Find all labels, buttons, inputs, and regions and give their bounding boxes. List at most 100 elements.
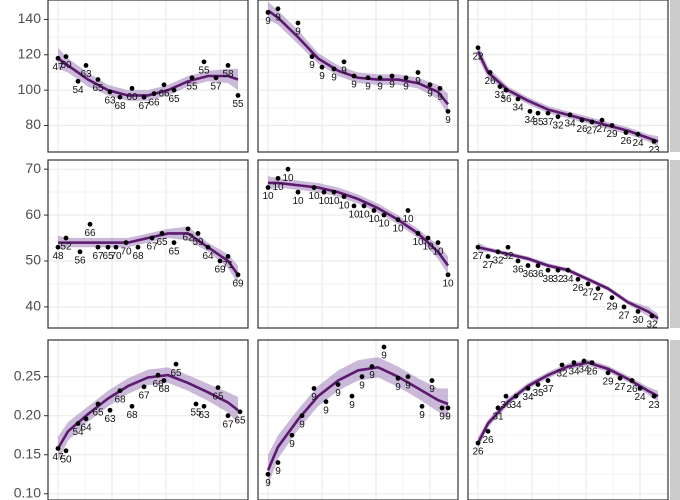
point-label: 47 (52, 62, 64, 73)
point-label: 29 (602, 376, 614, 387)
point-label: 9 (395, 382, 401, 393)
point (265, 471, 271, 477)
point-label: 37 (542, 384, 554, 395)
point-label: 24 (634, 392, 646, 403)
point (525, 263, 531, 268)
point (629, 378, 635, 383)
point (159, 231, 165, 236)
point (311, 185, 317, 190)
point-label: 9 (381, 351, 387, 362)
point-label: 27 (614, 382, 626, 393)
point-label: 48 (52, 251, 64, 262)
point-label: 66 (148, 97, 160, 108)
y-tick-label: 0.15 (14, 445, 41, 461)
point (555, 114, 561, 120)
point-label: 58 (222, 69, 234, 80)
point (581, 358, 587, 364)
point-label: 66 (152, 379, 164, 390)
point-label: 29 (606, 301, 618, 312)
point (55, 244, 61, 250)
point (535, 382, 541, 387)
point (149, 235, 155, 241)
point-label: 34 (562, 274, 574, 285)
panel-border (467, 0, 669, 153)
point (445, 272, 451, 278)
point-label: 9 (405, 380, 411, 391)
point (503, 87, 509, 93)
point (381, 344, 387, 350)
smooth-line (476, 361, 659, 444)
point (609, 295, 615, 301)
point-label: 22 (472, 51, 484, 62)
panel-border (257, 0, 459, 153)
point-label: 57 (210, 81, 222, 92)
point-label: 60 (126, 92, 138, 103)
point-label: 69 (232, 278, 244, 289)
point-label: 32 (552, 120, 564, 131)
point-label: 32 (492, 255, 504, 266)
point (63, 235, 69, 241)
point (321, 189, 327, 195)
point-label: 10 (338, 200, 350, 211)
point (545, 267, 551, 273)
point-label: 9 (319, 71, 325, 82)
point (475, 244, 481, 250)
point-label: 27 (618, 311, 630, 322)
point (637, 385, 643, 391)
point-label: 9 (275, 466, 281, 477)
point-label: 10 (392, 223, 404, 234)
y-tick-label: 140 (18, 10, 42, 26)
point (77, 249, 83, 255)
point (371, 208, 377, 213)
point (571, 360, 577, 366)
facet-strip (670, 160, 680, 328)
y-tick-label: 80 (25, 116, 41, 132)
point (651, 138, 657, 144)
point-label: 63 (198, 410, 210, 421)
point-label: 9 (341, 66, 347, 77)
point-label: 64 (202, 251, 214, 262)
point (275, 460, 281, 465)
point-label: 9 (299, 419, 305, 430)
point-label: 54 (72, 85, 84, 96)
point-label: 70 (120, 246, 132, 257)
point-label: 9 (331, 73, 337, 84)
point-label: 34 (568, 366, 580, 377)
y-tick-label: 70 (25, 160, 41, 176)
point (361, 203, 367, 209)
point (429, 378, 435, 383)
point (265, 185, 271, 190)
point-label: 32 (646, 320, 658, 331)
confidence-ribbon (268, 357, 448, 486)
point (395, 375, 401, 381)
point-label: 9 (349, 400, 355, 411)
point-label: 26 (572, 283, 584, 294)
point (415, 70, 421, 75)
point (193, 401, 199, 407)
point (579, 117, 585, 123)
point (635, 131, 641, 137)
point (415, 231, 421, 236)
panel-background (468, 160, 668, 328)
point-label: 65 (92, 408, 104, 419)
point-label: 23 (648, 400, 660, 411)
confidence-ribbon (58, 367, 238, 461)
point-label: 9 (311, 392, 317, 403)
point-label: 34 (522, 392, 534, 403)
point (289, 432, 295, 438)
point-label: 34 (524, 115, 536, 126)
point-label: 10 (422, 242, 434, 253)
point-label: 36 (500, 94, 512, 105)
point (515, 258, 521, 264)
point-label: 67 (138, 101, 150, 112)
point-label: 64 (80, 422, 92, 433)
smooth-line (58, 232, 240, 276)
point (513, 393, 519, 399)
point (635, 309, 641, 314)
point-label: 9 (445, 115, 451, 126)
point (341, 59, 347, 65)
point-label: 32 (502, 251, 514, 262)
point (445, 405, 451, 411)
point-label: 9 (403, 81, 409, 92)
